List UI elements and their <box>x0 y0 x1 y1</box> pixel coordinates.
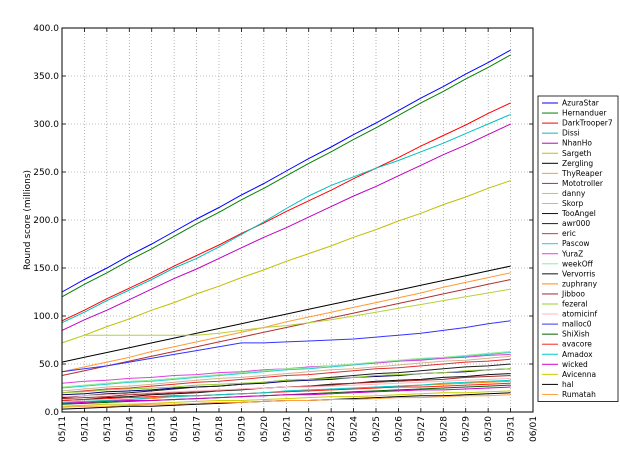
x-tick-label: 05/12 <box>80 416 90 442</box>
legend-label: awr000 <box>562 219 590 228</box>
legend-label: Zergling <box>562 159 593 168</box>
series-line <box>61 382 511 401</box>
x-tick-label: 05/16 <box>170 416 180 442</box>
series-line <box>61 102 511 322</box>
legend-label: AzuraStar <box>562 99 600 108</box>
x-tick-label: 05/30 <box>484 416 494 442</box>
series-line <box>61 123 511 331</box>
series-line <box>61 272 511 373</box>
series-line <box>61 394 511 408</box>
series-line <box>61 265 511 363</box>
x-tick-label: 05/29 <box>462 416 472 442</box>
x-tick-label: 05/23 <box>327 416 337 442</box>
legend-label: atomicinf <box>562 310 597 319</box>
legend-label: TooAngel <box>561 209 596 218</box>
legend-label: Jibboo <box>561 289 585 298</box>
series-line <box>61 279 511 376</box>
legend-label: hal <box>562 380 573 389</box>
y-axis-label: Round score (millions) <box>23 170 33 270</box>
series-line <box>61 355 511 392</box>
legend-label: fezeral <box>562 300 588 309</box>
series-line <box>61 351 511 388</box>
x-tick-label: 05/22 <box>305 416 315 442</box>
x-tick-label: 05/26 <box>394 416 404 442</box>
legend-label: Hernanduer <box>562 109 607 118</box>
x-tick-label: 05/14 <box>125 416 135 442</box>
legend-label: avacore <box>562 340 592 349</box>
y-tick-label: 50.0 <box>39 360 59 370</box>
x-tick-label: 05/28 <box>439 416 449 442</box>
y-tick-label: 0.0 <box>45 408 60 418</box>
legend-label: DarkTrooper7 <box>562 119 613 128</box>
x-tick-label: 05/11 <box>58 416 68 442</box>
series-line <box>61 377 511 398</box>
y-tick-label: 400.0 <box>33 24 59 34</box>
series-line <box>61 368 511 394</box>
legend-label: malloc0 <box>562 320 592 329</box>
legend-label: Skorp <box>562 199 584 208</box>
plot-frame <box>61 27 534 413</box>
legend-label: danny <box>562 189 586 198</box>
y-tick-label: 300.0 <box>33 120 59 130</box>
legend-label: Pascow <box>562 239 590 248</box>
y-tick-label: 150.0 <box>33 264 59 274</box>
x-tick-label: 05/24 <box>350 416 360 442</box>
y-tick-label: 200.0 <box>33 216 59 226</box>
legend-label: Avicenna <box>562 370 596 379</box>
series-line <box>61 49 511 293</box>
legend-label: wicked <box>562 360 588 369</box>
legend-label: ShiXish <box>562 330 590 339</box>
series-line <box>61 288 511 344</box>
y-tick-label: 350.0 <box>33 72 59 82</box>
legend-label: NhanHo <box>562 139 592 148</box>
x-tick-label: 05/27 <box>417 416 427 442</box>
x-tick-label: 05/20 <box>260 416 270 442</box>
legend-label: Mototroller <box>562 179 604 188</box>
x-tick-label: 05/25 <box>372 416 382 442</box>
series-line <box>61 320 511 373</box>
x-tick-label: 05/17 <box>193 416 203 442</box>
y-tick-label: 100.0 <box>33 312 59 322</box>
x-tick-label: 05/31 <box>507 416 517 442</box>
legend-label: weekOff <box>562 259 594 268</box>
series-line <box>61 379 511 403</box>
series-line <box>61 390 511 407</box>
series-line <box>61 54 511 298</box>
y-tick-label: 250.0 <box>33 168 59 178</box>
series-line <box>61 180 511 344</box>
legend-label: Amadox <box>562 350 593 359</box>
legend-box <box>537 95 619 402</box>
x-tick-label: 05/18 <box>215 416 225 442</box>
x-tick-label: 06/01 <box>529 416 539 442</box>
legend-label: Vervorris <box>562 269 595 278</box>
legend-label: Dissi <box>562 129 580 138</box>
legend-label: ThyReaper <box>561 169 603 178</box>
legend-label: Sargeth <box>562 149 592 158</box>
legend-label: Rumatah <box>562 390 596 399</box>
legend-label: eric <box>562 229 576 238</box>
series-line <box>61 113 511 324</box>
x-tick-label: 05/13 <box>103 416 113 442</box>
x-tick-label: 05/15 <box>148 416 158 442</box>
legend-label: zuphrany <box>562 279 598 288</box>
x-tick-label: 05/19 <box>237 416 247 442</box>
x-tick-label: 05/21 <box>282 416 292 442</box>
series-line <box>61 358 511 394</box>
series-line <box>61 386 511 404</box>
legend-label: YuraZ <box>561 249 583 258</box>
